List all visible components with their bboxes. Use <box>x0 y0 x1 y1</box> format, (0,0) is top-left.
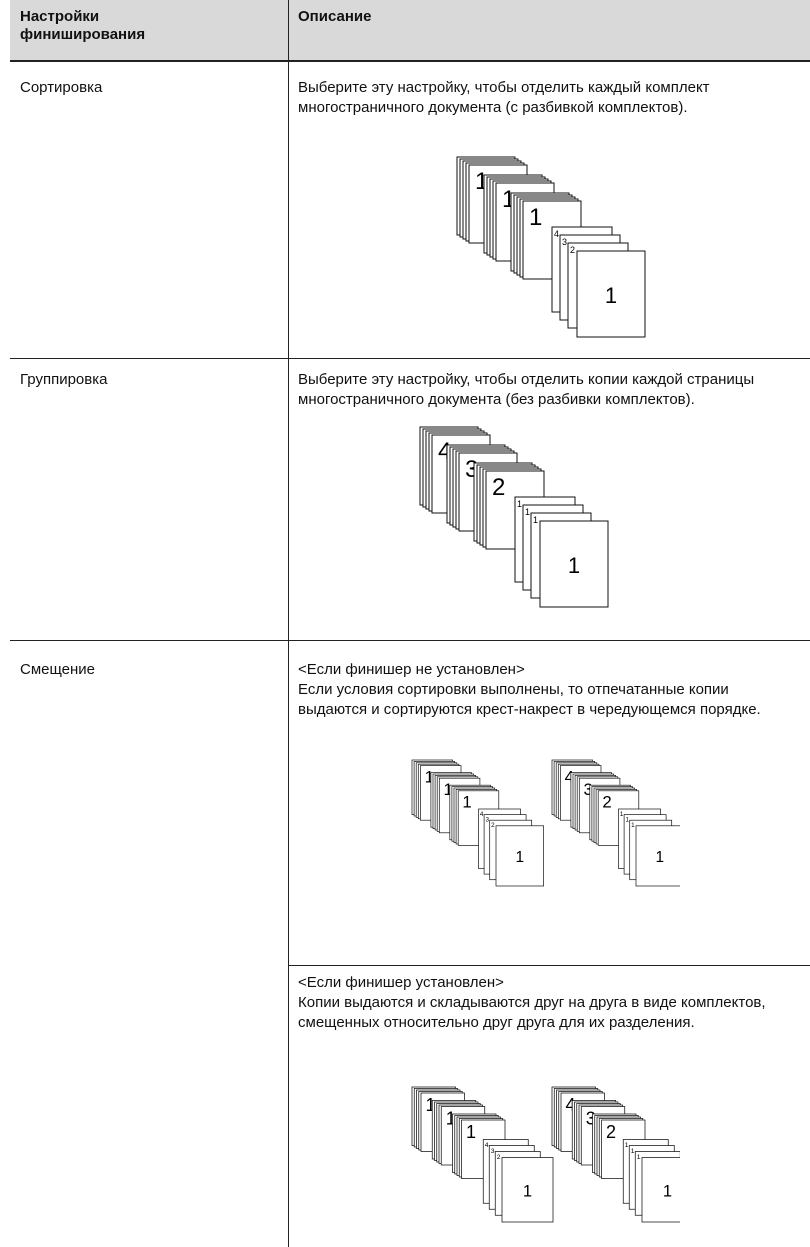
header-bg <box>10 0 810 60</box>
sheet-label: 3 <box>586 1109 596 1129</box>
sheet-label: 4 <box>565 767 574 786</box>
sheet-label: 1 <box>516 849 525 866</box>
sheet-label: 1 <box>517 499 522 509</box>
sheet-label: 1 <box>625 1142 629 1149</box>
sheet-label: 1 <box>529 204 542 231</box>
sheet-label: 2 <box>570 245 575 255</box>
column-rule <box>288 0 289 1247</box>
sheet <box>641 1157 680 1223</box>
sheet-label: 2 <box>602 793 611 812</box>
sheet-label: 4 <box>554 229 559 239</box>
setting: Смещение <box>20 661 96 678</box>
header-description: Описание <box>298 8 372 25</box>
sheet-label: 1 <box>637 1154 641 1161</box>
sheet-label: 2 <box>492 474 505 501</box>
sheet-label: 1 <box>631 1148 635 1155</box>
header-rule <box>10 60 810 62</box>
sheet-label: 2 <box>497 1154 501 1161</box>
sheet-label: 1 <box>525 507 530 517</box>
sheet-label: 1 <box>425 767 434 786</box>
header-setting: Настройки финиширования <box>20 8 146 43</box>
sheet <box>495 825 544 887</box>
sheet <box>576 250 646 338</box>
sheet-label: 1 <box>626 817 630 824</box>
sheet-label: 4 <box>485 1142 489 1149</box>
setting: Группировка <box>20 371 108 388</box>
sheet-label: 3 <box>486 817 490 824</box>
sheet-label: 1 <box>466 1122 476 1142</box>
sheet-label: 3 <box>491 1148 495 1155</box>
row-rule <box>10 640 810 641</box>
sheet-label: 1 <box>462 793 471 812</box>
description: Если условия сортировки выполнены, то от… <box>298 681 761 718</box>
sheet-label: 1 <box>444 780 453 799</box>
setting: Сортировка <box>20 79 103 96</box>
sheet-label: 1 <box>631 822 635 829</box>
sheet <box>635 825 680 887</box>
sheet-label: 1 <box>620 811 624 818</box>
sheet-label: 4 <box>566 1095 576 1115</box>
sheet <box>539 520 609 608</box>
sheet-label: 4 <box>480 811 484 818</box>
description: Выберите эту настройку, чтобы отделить к… <box>298 79 710 116</box>
description: Выберите эту настройку, чтобы отделить к… <box>298 371 755 408</box>
row-rule <box>10 358 810 359</box>
sheet-label: 1 <box>663 1183 672 1201</box>
sheet <box>501 1157 554 1223</box>
sheet-label: 2 <box>606 1122 616 1142</box>
sheet-label: 1 <box>568 553 580 578</box>
sheet-label: 3 <box>562 237 567 247</box>
sheet-label: 1 <box>605 283 617 308</box>
sheet-label: 2 <box>491 822 495 829</box>
sheet-label: 1 <box>523 1183 532 1201</box>
sheet-label: 1 <box>426 1095 436 1115</box>
sheet-label: 3 <box>584 780 593 799</box>
condition: <Если финишер не установлен> <box>298 661 525 678</box>
description: Копии выдаются и складываются друг на др… <box>298 994 766 1031</box>
sheet-label: 1 <box>656 849 665 866</box>
sheet-label: 1 <box>446 1109 456 1129</box>
sheet-label: 1 <box>533 515 538 525</box>
condition: <Если финишер установлен> <box>298 974 504 991</box>
row-rule <box>288 965 810 966</box>
